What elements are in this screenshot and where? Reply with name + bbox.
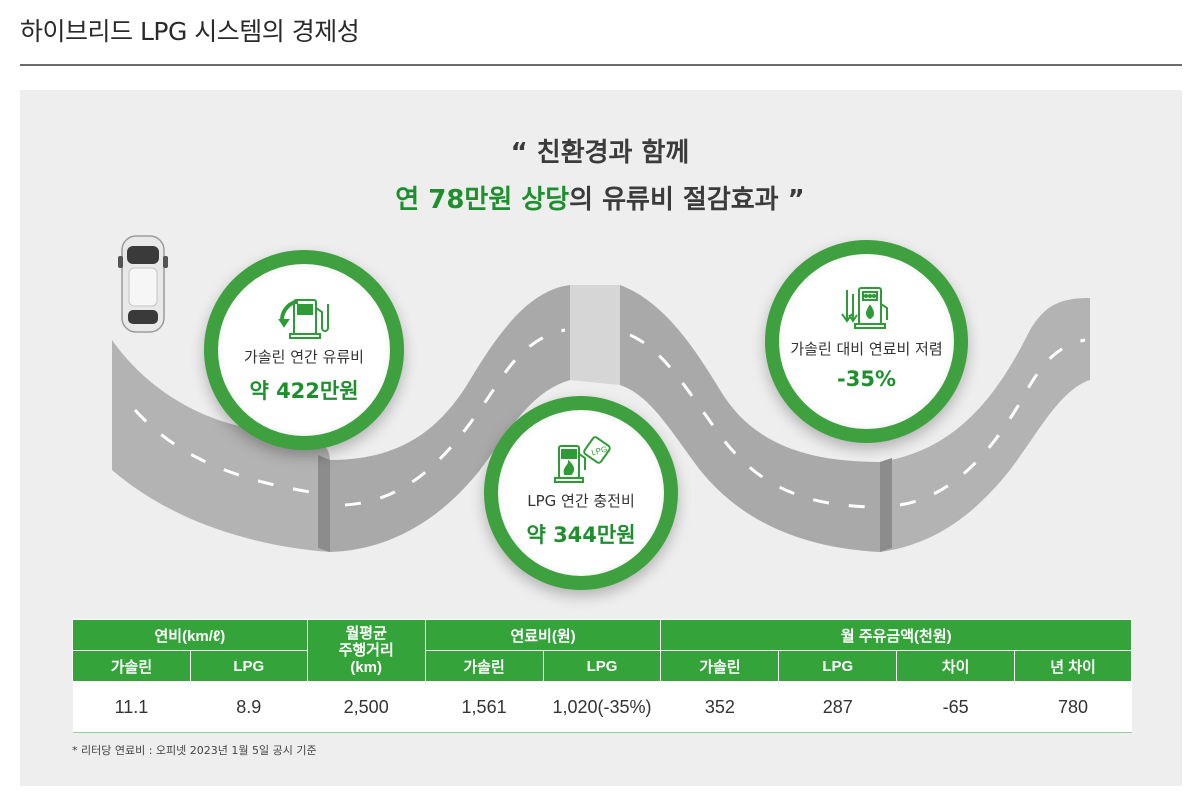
headline-line2: 연 78만원 상당의 유류비 절감효과 ”	[0, 179, 1200, 216]
table-row: 11.1 8.9 2,500 1,561 1,020(-35%) 352 287…	[72, 681, 1132, 733]
header-efficiency: 연비(km/ℓ)	[72, 619, 308, 651]
fuel-savings-icon	[840, 287, 888, 329]
lane-marking-center-left	[344, 328, 566, 507]
subheader-monthly-lpg: LPG	[778, 650, 898, 682]
page-title: 하이브리드 LPG 시스템의 경제성	[20, 17, 360, 46]
subheader-cost-lpg: LPG	[542, 650, 662, 682]
road-segment-left	[112, 340, 330, 552]
lpg-cost-badge: LPG LPG 연간 충전비 약 344만원	[484, 396, 678, 590]
cell-eff-lpg: 8.9	[190, 681, 308, 733]
cell-eff-gasoline: 11.1	[72, 681, 191, 733]
subheader-year-diff: 년 차이	[1014, 650, 1132, 682]
lane-marking-center-right	[629, 333, 871, 509]
badge-inner: 가솔린 대비 연료비 저렴 -35%	[779, 254, 954, 429]
badge-inner: 가솔린 연간 유류비 약 422만원	[218, 264, 390, 436]
title-divider	[20, 64, 1182, 66]
lpg-station-icon: LPG	[554, 436, 611, 483]
headline-highlight: 연 78만원 상당	[395, 185, 570, 215]
cell-monthly-gasoline: 352	[660, 681, 779, 733]
headline-rest: 의 유류비 절감효과 ”	[569, 185, 805, 215]
badge-inner: LPG LPG 연간 충전비 약 344만원	[498, 410, 664, 576]
header-distance-line3: (km)	[350, 659, 383, 676]
subheader-eff-gasoline: 가솔린	[72, 650, 191, 682]
fuel-comparison-table: 연비(km/ℓ) 월평균 주행거리 (km) 연료비(원) 월 주유금액(천원)…	[72, 619, 1132, 733]
cell-monthly-lpg: 287	[778, 681, 897, 733]
badge-label: LPG 연간 충전비	[527, 492, 635, 510]
road-fold-left	[318, 455, 330, 552]
header-monthly: 월 주유금액(천원)	[660, 619, 1132, 651]
subheader-monthly-gasoline: 가솔린	[660, 650, 780, 682]
headline: “ 친환경과 함께 연 78만원 상당의 유류비 절감효과 ”	[0, 132, 1200, 216]
headline-line1: “ 친환경과 함께	[510, 138, 690, 168]
footnote: * 리터당 연료비 : 오피넷 2023년 1월 5일 공시 기준	[72, 744, 317, 757]
cell-cost-gasoline: 1,561	[425, 681, 544, 733]
lane-marking-right	[899, 338, 1086, 507]
table-subheader-row: 가솔린 LPG 가솔린 LPG 가솔린 LPG 차이 년 차이	[72, 650, 1132, 682]
cell-distance: 2,500	[307, 681, 426, 733]
road-fold-right	[880, 458, 892, 552]
badge-label: 가솔린 대비 연료비 저렴	[790, 340, 943, 358]
header-distance-line2: 주행거리	[338, 642, 394, 659]
savings-badge: 가솔린 대비 연료비 저렴 -35%	[765, 240, 968, 443]
table-header-row: 연비(km/ℓ) 월평균 주행거리 (km) 연료비(원) 월 주유금액(천원)	[72, 619, 1132, 682]
header-fuel-cost: 연료비(원)	[424, 619, 662, 651]
road-segment-center-left	[330, 285, 570, 552]
svg-text:LPG: LPG	[590, 445, 608, 458]
badge-value: 약 422만원	[249, 379, 359, 403]
cell-monthly-diff: -65	[896, 681, 1015, 733]
road-segment-center-right	[620, 285, 880, 552]
badge-value: 약 344만원	[526, 523, 636, 547]
subheader-diff: 차이	[896, 650, 1016, 682]
badge-value: -35%	[837, 367, 896, 391]
road-fold-center	[570, 285, 620, 385]
cell-cost-lpg: 1,020(-35%)	[543, 681, 661, 733]
header-distance: 월평균 주행거리 (km)	[306, 619, 426, 682]
gasoline-cost-badge: 가솔린 연간 유류비 약 422만원	[204, 250, 404, 450]
car-icon	[118, 235, 168, 333]
subheader-cost-gasoline: 가솔린	[424, 650, 544, 682]
cell-year-diff: 780	[1014, 681, 1132, 733]
fuel-pump-icon	[278, 299, 329, 339]
badge-label: 가솔린 연간 유류비	[244, 348, 364, 366]
header-distance-line1: 월평균	[345, 625, 387, 642]
road-segment-right	[880, 298, 1090, 552]
subheader-eff-lpg: LPG	[189, 650, 308, 682]
